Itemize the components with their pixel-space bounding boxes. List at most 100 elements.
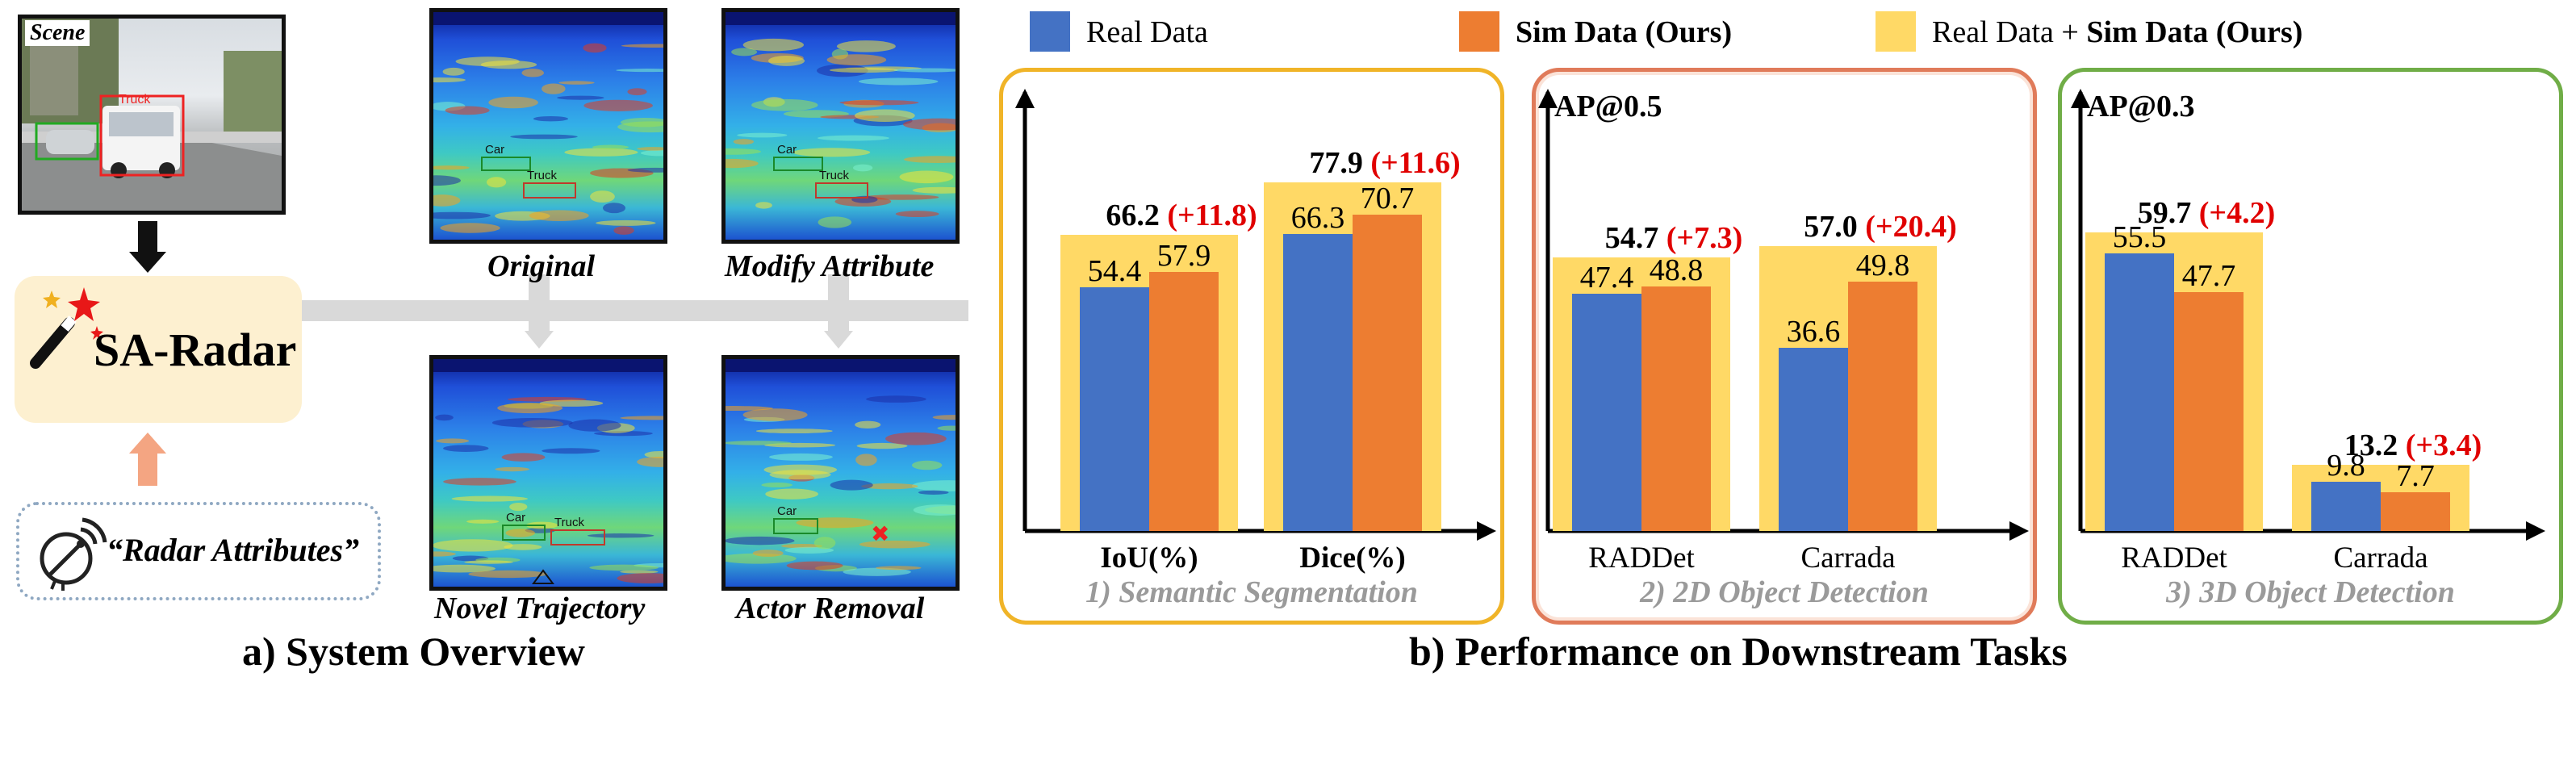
radar-dish-icon [40,517,107,591]
bbox-car [773,518,818,534]
bar-real [1779,348,1848,531]
scene-label: Scene [25,20,90,46]
chart-title: 1) Semantic Segmentation [1085,575,1418,609]
combo-value: 66.2 [1106,198,1160,232]
y-axis-label: AP@0.3 [2087,90,2195,123]
category-label: Dice(%) [1299,541,1406,575]
spectrogram-label-2: Modify Attribute [725,249,935,283]
legend-label-real: Real Data [1086,15,1208,49]
spectrogram-label-4: Actor Removal [736,592,925,625]
spectrogram-label-1: Original [487,249,596,283]
bbox-car [481,157,531,171]
connector-lines [129,221,968,486]
bar-real [2311,482,2381,531]
value-label-combo: 13.2 (+3.4) [2344,428,2482,463]
bbox-label-truck: Truck [554,516,584,529]
scene-photo: Scene Truck [18,15,286,215]
value-label-combo: 59.7 (+4.2) [2138,195,2275,231]
radar-attributes-label: “Radar Attributes” [107,532,360,568]
y-axis-label: AP@0.5 [1554,90,1662,123]
removed-x-icon: ✖ [871,520,889,547]
category-label: IoU(%) [1100,541,1198,575]
value-label-sim: 7.7 [2396,459,2435,494]
category-label: Carrada [2333,541,2428,575]
bbox-truck [815,182,868,199]
bar-real [1572,294,1641,531]
magic-wand-icon [30,287,103,369]
radar-attributes-box: “Radar Attributes” [16,502,381,600]
combo-value: 54.7 [1604,220,1659,255]
value-label-real: 9.8 [2327,449,2365,483]
bar-sim [1641,286,1711,531]
bbox-label-car: Car [777,504,797,518]
value-label-sim: 47.7 [2181,259,2236,294]
increase-label: (+20.4) [1865,209,1957,244]
bbox-label-car: Car [777,143,797,157]
value-label-sim: 57.9 [1156,238,1211,273]
bar-real [1283,234,1353,531]
value-label-combo: 66.2 (+11.8) [1106,198,1257,233]
label-spacer [2398,428,2406,462]
bbox-label-truck: Truck [819,169,849,182]
category-label: RADDet [1588,541,1695,575]
bar-real [2105,253,2174,531]
legend-label-sim: Sim Data (Ours) [1516,15,1733,49]
label-spacer [2191,196,2199,230]
increase-label: (+3.4) [2405,428,2482,463]
category-label: Carrada [1800,541,1896,575]
system-caption: a) System Overview [242,629,585,674]
combo-value: 57.0 [1804,209,1858,244]
sa-radar-label: SA-Radar [94,324,297,376]
legend-combo-prefix: Real Data + [1932,15,2087,49]
bar-sim [1848,282,1917,531]
category-label: RADDet [2121,541,2227,575]
sa-radar-block: SA-Radar [15,276,302,423]
value-label-combo: 57.0 (+20.4) [1804,209,1956,245]
combo-value: 59.7 [2137,195,2192,230]
bar-sim [1149,271,1219,531]
trajectory-sensor-icon [532,569,554,584]
value-label-sim: 48.8 [1649,253,1704,288]
truck-box-label: Truck [119,93,151,107]
bbox-truck [550,529,605,546]
value-label-real: 54.4 [1087,254,1142,289]
spectrogram-2: Car Truck [721,8,960,244]
bbox-truck [523,182,576,199]
spectrogram-4: ✖ Car [721,355,960,591]
combo-value: 77.9 [1309,145,1363,180]
legend-swatch-combo [1876,11,1916,52]
chart-title: 2) 2D Object Detection [1640,575,1929,609]
bar-sim [1353,214,1422,531]
chart-panel-3 [2058,68,2563,625]
value-label-sim: 70.7 [1360,181,1415,215]
bar-real [1080,287,1149,531]
bar-sim [2174,292,2244,531]
value-label-sim: 49.8 [1855,249,1910,283]
legend-swatch-sim [1459,11,1499,52]
value-label-real: 66.3 [1290,201,1345,236]
chart-panel-1 [999,68,1504,625]
increase-label: (+11.8) [1167,198,1257,232]
value-label-combo: 77.9 (+11.6) [1309,145,1460,181]
combo-value: 13.2 [2344,428,2398,463]
legend-combo-bold: Sim Data (Ours) [2086,15,2303,49]
spectrogram-label-3: Novel Trajectory [434,592,646,625]
bbox-label-truck: Truck [527,169,557,182]
value-label-combo: 54.7 (+7.3) [1605,220,1742,256]
bbox-car [773,157,823,171]
increase-label: (+7.3) [1666,220,1743,255]
legend-label-combo: Real Data + Sim Data (Ours) [1932,15,2302,50]
chart-panel-2 [1532,68,2037,625]
bbox-label-car: Car [506,511,526,525]
bar-sim [2381,492,2450,531]
legend-swatch-real [1030,11,1070,52]
increase-label: (+4.2) [2198,195,2276,230]
value-label-real: 47.4 [1579,261,1634,295]
value-label-real: 55.5 [2112,219,2167,254]
bbox-car [502,525,546,541]
spectrogram-1: Car Truck [429,8,667,244]
bbox-label-car: Car [485,143,505,157]
